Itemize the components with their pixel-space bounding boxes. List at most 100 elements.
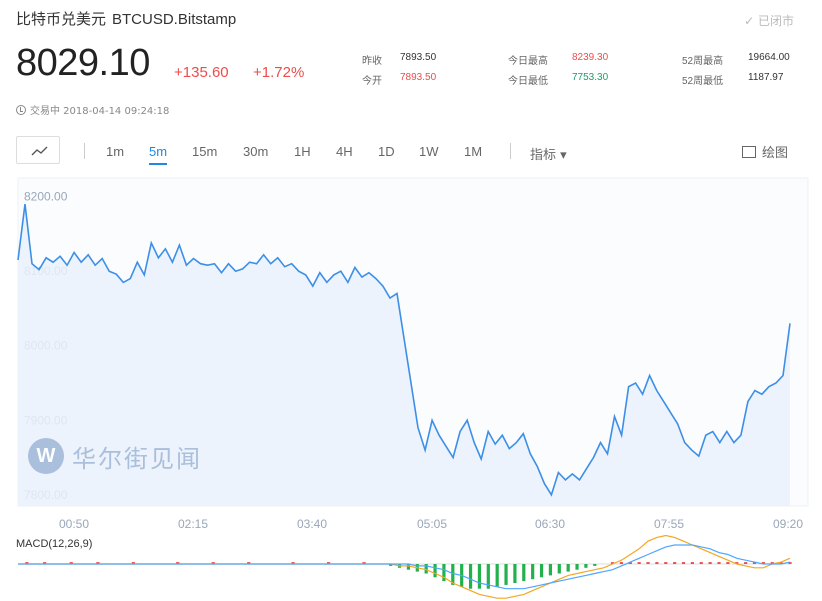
macd-bar xyxy=(451,564,455,585)
macd-bar xyxy=(610,562,615,564)
watermark: W 华尔街见闻 xyxy=(28,438,202,474)
timeframe-1w[interactable]: 1W xyxy=(419,144,439,159)
macd-bar xyxy=(708,562,712,564)
macd-bar xyxy=(131,562,135,564)
macd-bar xyxy=(584,564,588,568)
trade-time: 交易中 2018-04-14 09:24:18 xyxy=(16,102,169,117)
macd-bar xyxy=(477,564,482,589)
macd-bar xyxy=(495,564,499,587)
price-area xyxy=(18,204,790,506)
draw-button[interactable]: 绘图 xyxy=(741,142,788,161)
macd-bar xyxy=(25,562,29,564)
macd-panel xyxy=(18,534,792,599)
instrument-symbol: BTCUSD.Bitstamp xyxy=(112,11,237,28)
market-status: ✓ 已闭市 xyxy=(744,14,794,28)
week52-low-stat: 52周最低 1187.97 xyxy=(682,72,783,87)
last-price: 8029.10 xyxy=(16,42,150,84)
timeframe-5m[interactable]: 5m xyxy=(149,144,168,165)
x-tick-label: 09:20 xyxy=(773,517,803,531)
x-tick-label: 00:50 xyxy=(59,517,89,531)
watermark-logo: W xyxy=(28,438,64,474)
macd-bar xyxy=(176,562,180,564)
macd-bar xyxy=(69,562,73,564)
price-change: +135.60 xyxy=(174,64,229,81)
macd-bar xyxy=(96,562,100,564)
timeframe-1m[interactable]: 1m xyxy=(106,144,125,159)
timeframe-1h[interactable]: 1H xyxy=(294,144,311,159)
x-tick-label: 02:15 xyxy=(178,517,208,531)
x-axis: 00:50 02:15 03:40 05:05 06:30 07:55 09:20 xyxy=(59,517,803,531)
macd-bar xyxy=(646,562,650,564)
day-high-value: 8239.30 xyxy=(572,52,609,63)
week52-low-label: 52周最低 xyxy=(682,76,724,87)
macd-label: MACD(12,26,9) xyxy=(16,538,93,550)
macd-bar xyxy=(424,564,428,574)
macd-bar xyxy=(247,562,251,564)
week52-high-label: 52周最高 xyxy=(682,56,724,67)
macd-bar xyxy=(779,562,783,564)
macd-bar xyxy=(726,562,730,564)
week52-low-value: 1187.97 xyxy=(748,72,784,83)
macd-bar xyxy=(326,562,331,564)
open-label: 今开 xyxy=(362,76,382,87)
open-value: 7893.50 xyxy=(400,72,437,83)
trade-time-text: 交易中 2018-04-14 09:24:18 xyxy=(30,106,170,117)
timeframe-1mo[interactable]: 1M xyxy=(464,144,483,159)
macd-bar xyxy=(770,562,774,564)
instrument-title: 比特币兑美元 BTCUSD.Bitstamp xyxy=(16,8,236,29)
macd-bar xyxy=(557,564,561,574)
indicator-dropdown[interactable]: 指标 ▾ xyxy=(530,148,567,163)
x-tick-label: 07:55 xyxy=(654,517,684,531)
timeframe-15m[interactable]: 15m xyxy=(192,144,218,159)
macd-bar xyxy=(539,564,544,578)
macd-bar xyxy=(548,564,553,576)
macd-bar xyxy=(699,562,703,564)
macd-bar xyxy=(619,562,624,564)
macd-bar xyxy=(735,562,739,564)
macd-bar xyxy=(761,562,765,564)
toolbar-divider xyxy=(510,143,511,159)
line-chart-icon xyxy=(31,146,48,156)
macd-bar xyxy=(637,562,641,564)
week52-high-value: 19664.00 xyxy=(748,52,790,63)
watermark-text: 华尔街见闻 xyxy=(72,444,202,473)
macd-bar xyxy=(211,562,215,564)
price-chart[interactable]: 8200.008100.008000.007900.007800.00 00:5… xyxy=(0,170,822,601)
macd-bar xyxy=(486,564,490,589)
macd-bar xyxy=(681,562,686,564)
toolbar-divider xyxy=(84,143,85,159)
macd-bar xyxy=(690,562,694,564)
chart-type-button[interactable] xyxy=(16,136,60,164)
macd-dea-line xyxy=(18,544,791,590)
timeframe-30m[interactable]: 30m xyxy=(243,144,269,159)
x-tick-label: 05:05 xyxy=(417,517,447,531)
macd-bar xyxy=(433,564,437,578)
macd-bar xyxy=(468,564,473,589)
timeframe-4h[interactable]: 4H xyxy=(336,144,353,159)
macd-bar xyxy=(673,562,677,564)
clock-icon xyxy=(16,105,26,115)
macd-bar xyxy=(655,562,659,564)
y-tick-label: 8200.00 xyxy=(24,190,68,204)
macd-bar xyxy=(566,564,570,572)
day-high-stat: 今日最高 8239.30 xyxy=(508,52,608,67)
instrument-name: 比特币兑美元 xyxy=(16,10,107,28)
macd-bar xyxy=(522,564,526,582)
price-change-percent: +1.72% xyxy=(253,64,305,81)
macd-bar xyxy=(389,564,393,566)
drawing-icon xyxy=(741,146,756,158)
macd-bar xyxy=(442,564,446,582)
prev-close-label: 昨收 xyxy=(362,56,382,67)
open-stat: 今开 7893.50 xyxy=(362,72,436,87)
macd-bar xyxy=(291,562,295,564)
macd-bar xyxy=(575,564,579,570)
day-low-label: 今日最低 xyxy=(508,76,548,87)
prev-close-value: 7893.50 xyxy=(400,52,437,63)
macd-bar xyxy=(593,564,597,566)
day-low-value: 7753.30 xyxy=(572,72,609,83)
macd-bar xyxy=(43,562,47,564)
price-line xyxy=(17,204,791,497)
macd-bar xyxy=(717,562,721,564)
day-low-stat: 今日最低 7753.30 xyxy=(508,72,608,87)
timeframe-1d[interactable]: 1D xyxy=(378,144,395,159)
